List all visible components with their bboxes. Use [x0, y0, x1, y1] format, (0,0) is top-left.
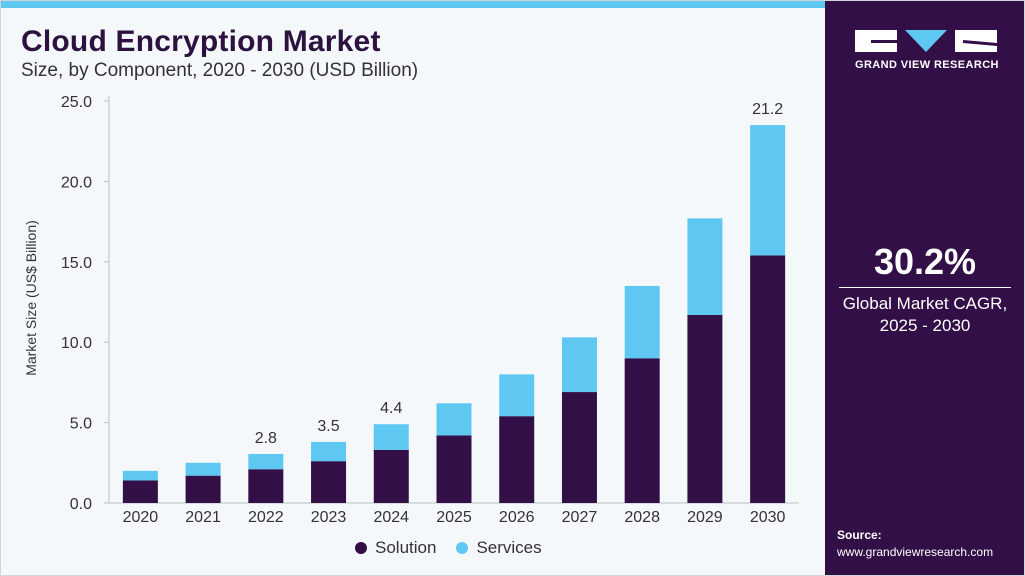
y-tick-label: 10.0	[61, 335, 92, 352]
x-tick-label-2023: 2023	[311, 509, 347, 526]
bar-solution-2026	[499, 416, 535, 503]
bar-services-2023	[311, 441, 347, 462]
legend-item-services: Services	[456, 538, 542, 558]
bar-services-2030	[750, 125, 786, 256]
x-tick-label-2025: 2025	[436, 509, 472, 526]
brand-logo: GRAND VIEW RESEARCH	[855, 29, 999, 71]
y-tick-label: 25.0	[61, 94, 92, 111]
gvr-logo-icon	[855, 30, 997, 52]
x-tick-label-2026: 2026	[499, 509, 535, 526]
bar-solution-2020	[122, 480, 158, 503]
bar-services-2022	[248, 453, 284, 470]
x-tick-label-2028: 2028	[624, 509, 660, 526]
bar-solution-2022	[248, 469, 284, 503]
bar-chart: 0.0 5.0 10.0 15.0 20.0 25.0 2020 2021 2022 2.8 202…	[61, 94, 799, 526]
bar-solution-2027	[561, 392, 597, 503]
x-tick-label-2022: 2022	[248, 509, 284, 526]
bar-solution-2025	[436, 435, 472, 503]
x-tick-label-2027: 2027	[562, 509, 598, 526]
legend-swatch-solution	[355, 542, 367, 554]
bar-solution-2030	[750, 255, 786, 503]
x-tick-label-2021: 2021	[185, 509, 221, 526]
brand-name: GRAND VIEW RESEARCH	[855, 59, 999, 71]
bar-solution-2024	[373, 449, 409, 503]
y-tick-label: 5.0	[70, 416, 92, 433]
data-label-2022: 2.8	[255, 430, 277, 447]
y-tick-label: 15.0	[61, 255, 92, 272]
bar-services-2021	[185, 462, 221, 476]
source-label: Source:	[837, 528, 882, 542]
legend-label-solution: Solution	[375, 538, 437, 557]
x-tick-label-2030: 2030	[750, 509, 786, 526]
chart-title: Cloud Encryption Market	[21, 25, 381, 58]
bar-services-2020	[122, 470, 158, 481]
x-tick-label-2024: 2024	[373, 509, 409, 526]
sidebar-panel: GRAND VIEW RESEARCH 30.2% Global Market …	[825, 1, 1024, 575]
source-note: Source: www.grandviewresearch.com	[837, 527, 993, 561]
bar-services-2027	[561, 337, 597, 393]
cagr-divider	[839, 287, 1011, 288]
chart-subtitle: Size, by Component, 2020 - 2030 (USD Bil…	[21, 60, 419, 81]
cagr-label: Global Market CAGR, 2025 - 2030	[825, 293, 1024, 337]
legend: Solution Services	[355, 538, 562, 558]
data-label-2023: 3.5	[317, 418, 339, 435]
bar-solution-2023	[311, 461, 347, 503]
legend-swatch-services	[456, 542, 469, 554]
data-label-2030: 21.2	[752, 101, 783, 118]
x-tick-label-2020: 2020	[123, 509, 159, 526]
cagr-label-line2: 2025 - 2030	[879, 316, 971, 335]
cagr-label-line1: Global Market CAGR,	[842, 294, 1008, 313]
accent-top-bar	[1, 1, 825, 8]
bar-services-2028	[624, 285, 660, 359]
source-url[interactable]: www.grandviewresearch.com	[837, 545, 994, 559]
bar-solution-2021	[185, 475, 221, 503]
bar-services-2026	[499, 374, 535, 417]
y-axis-label: Market Size (US$ Billion)	[23, 220, 39, 376]
data-label-2024: 4.4	[380, 400, 402, 417]
y-tick-label: 20.0	[61, 174, 92, 191]
legend-item-solution: Solution	[355, 538, 436, 558]
bar-solution-2028	[624, 358, 660, 503]
bar-services-2024	[373, 424, 409, 450]
y-tick-label: 0.0	[70, 496, 92, 513]
bar-services-2025	[436, 403, 472, 436]
x-tick-label-2029: 2029	[687, 509, 723, 526]
cagr-value: 30.2%	[873, 241, 977, 282]
bar-solution-2029	[687, 314, 723, 503]
legend-label-services: Services	[476, 538, 542, 557]
bar-services-2029	[687, 218, 723, 315]
